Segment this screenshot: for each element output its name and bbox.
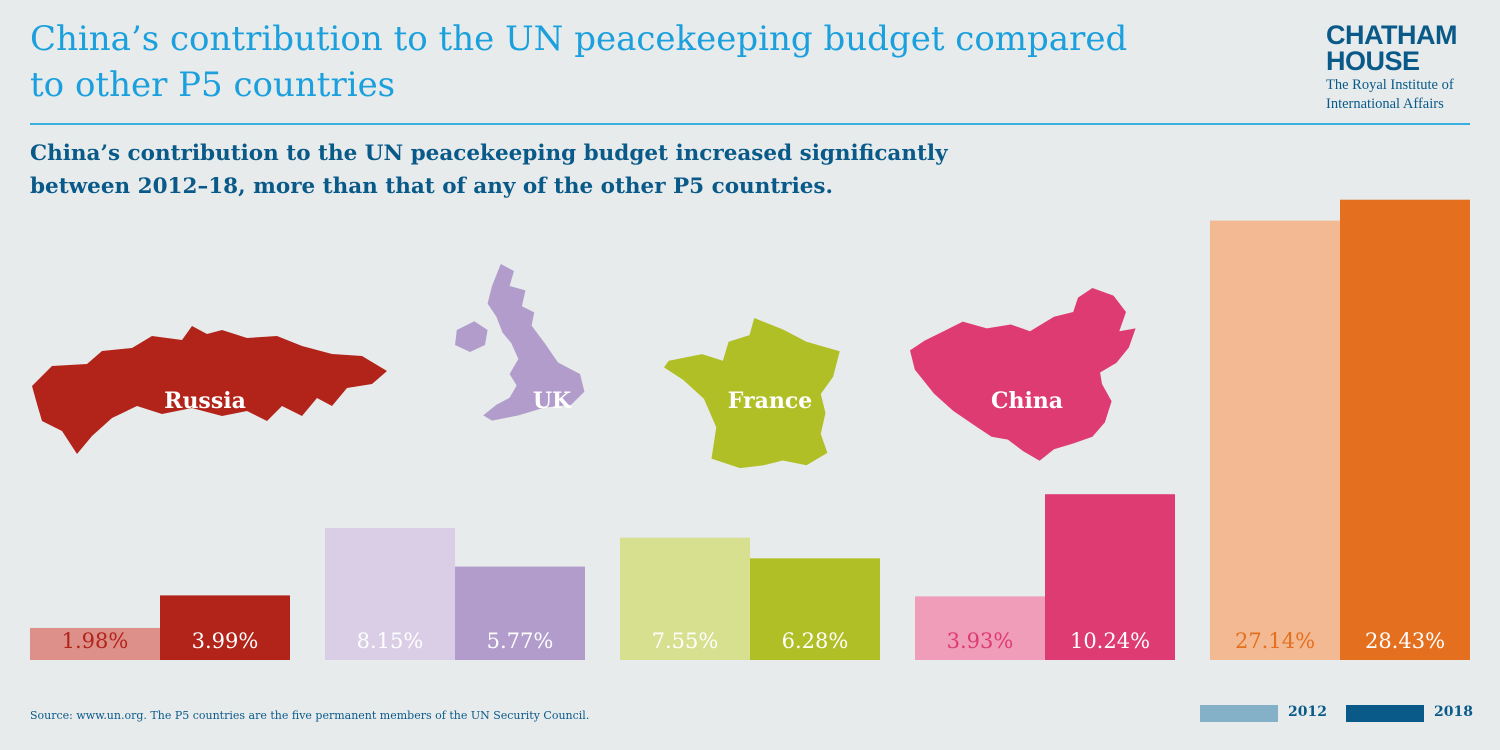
france-bar-2012	[620, 537, 750, 660]
russia-bar-2012	[30, 627, 160, 660]
logo-wordmark-line-2: HOUSE	[1326, 46, 1420, 76]
uk-value-label-2012: 8.15%	[357, 629, 424, 653]
china-map-icon	[910, 288, 1136, 461]
usa-value-label-2012: 27.14%	[1235, 629, 1315, 653]
source-note: Source: www.un.org. The P5 countries are…	[30, 709, 590, 722]
legend-label-2018: 2018	[1434, 704, 1473, 720]
uk-country-label: UK	[533, 388, 572, 414]
russia-bar-2018	[160, 595, 290, 660]
china-country-label: China	[991, 388, 1063, 414]
china-bar-2018	[1045, 494, 1175, 660]
chatham-house-logo: CHATHAM HOUSE The Royal Institute of Int…	[1326, 22, 1470, 113]
france-map-shape	[664, 318, 840, 469]
chart-title: China’s contribution to the UN peacekeep…	[30, 19, 1128, 105]
france-value-label-2012: 7.55%	[652, 629, 719, 653]
uk-map-shape	[455, 264, 585, 421]
russia-value-label-2018: 3.99%	[192, 629, 259, 653]
legend: 2012 2018	[1200, 703, 1480, 723]
france-value-label-2018: 6.28%	[782, 629, 849, 653]
russia-map-icon	[32, 326, 387, 454]
russia-value-label-2012: 1.98%	[62, 629, 129, 653]
russia-map-shape	[32, 326, 387, 454]
legend-label-2012: 2012	[1288, 704, 1327, 720]
france-country-label: France	[728, 388, 812, 414]
legend-swatch-2018	[1346, 705, 1424, 722]
china-value-label-2012: 3.93%	[947, 629, 1014, 653]
china-value-label-2018: 10.24%	[1070, 629, 1150, 653]
france-bar-2018	[750, 558, 880, 660]
legend-swatch-2012	[1200, 705, 1278, 722]
uk-map-icon	[455, 264, 585, 421]
usa-bar-2012	[1210, 220, 1340, 660]
chart-subtitle: China’s contribution to the UN peacekeep…	[30, 141, 948, 199]
uk-bar-2018	[455, 566, 585, 660]
uk-bar-2012	[325, 528, 455, 660]
bars: 1.98% 3.99% 8.15% 5.77% 7.55% 6.28% 3.93% 10.24…	[30, 199, 1470, 660]
header-divider	[30, 123, 1470, 125]
logo-wordmark-line-1: CHATHAM	[1326, 20, 1457, 50]
logo-tagline-line-2: International Affairs	[1326, 96, 1444, 112]
russia-country-label: Russia	[164, 388, 246, 414]
uk-value-label-2018: 5.77%	[487, 629, 554, 653]
logo-tagline-line-1: The Royal Institute of	[1326, 77, 1454, 93]
usa-bar-2018	[1340, 199, 1470, 660]
china-map-shape	[910, 288, 1136, 461]
usa-value-label-2018: 28.43%	[1365, 629, 1445, 653]
france-map-icon	[664, 318, 840, 469]
china-bar-2012	[915, 596, 1045, 660]
